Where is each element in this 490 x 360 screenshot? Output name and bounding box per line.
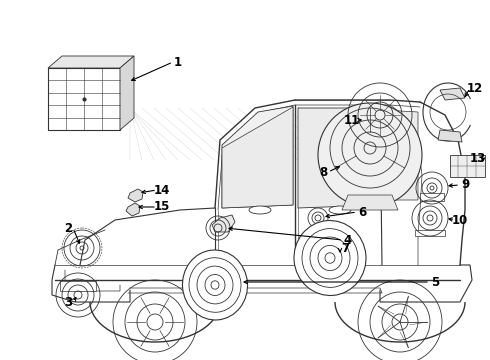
Polygon shape: [342, 195, 398, 210]
Text: 14: 14: [154, 184, 170, 197]
Text: 13: 13: [470, 152, 486, 165]
Bar: [415, 230, 445, 236]
Text: 7: 7: [341, 242, 349, 255]
Ellipse shape: [294, 221, 366, 296]
Text: 8: 8: [319, 166, 327, 179]
Text: 3: 3: [64, 296, 72, 309]
Polygon shape: [48, 56, 134, 68]
Ellipse shape: [329, 206, 351, 214]
Text: 11: 11: [344, 113, 360, 126]
Polygon shape: [438, 130, 462, 142]
Ellipse shape: [249, 206, 271, 214]
Polygon shape: [440, 88, 465, 100]
Bar: [450, 155, 485, 177]
Polygon shape: [383, 110, 418, 200]
Text: 6: 6: [358, 206, 366, 219]
Polygon shape: [212, 215, 235, 232]
Text: 4: 4: [344, 234, 352, 247]
Text: 2: 2: [64, 221, 72, 234]
Text: 10: 10: [452, 213, 468, 226]
Text: 1: 1: [174, 55, 182, 68]
Text: 12: 12: [467, 81, 483, 94]
Bar: [48, 68, 120, 130]
Ellipse shape: [182, 250, 247, 320]
Text: 9: 9: [461, 179, 469, 192]
Text: 5: 5: [431, 275, 439, 288]
Bar: [60, 281, 96, 291]
Polygon shape: [128, 189, 143, 202]
Polygon shape: [126, 203, 140, 216]
Text: 15: 15: [154, 201, 170, 213]
Bar: [420, 193, 444, 201]
Circle shape: [318, 103, 422, 207]
Polygon shape: [222, 106, 293, 208]
Polygon shape: [120, 56, 134, 130]
Polygon shape: [222, 107, 293, 208]
Polygon shape: [298, 108, 380, 208]
